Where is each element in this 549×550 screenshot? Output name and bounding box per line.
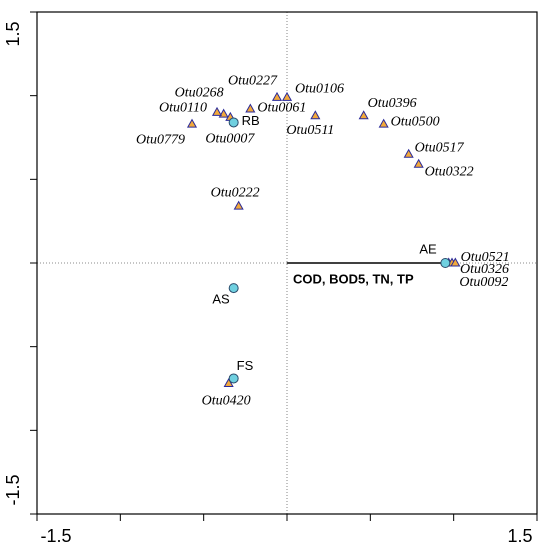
site-marker (228, 117, 239, 128)
otu-marker (310, 110, 321, 120)
otu-label: Otu0268 (175, 85, 224, 100)
otu-label: Otu0007 (205, 132, 255, 147)
otu-label: Otu0106 (295, 82, 344, 97)
otu-label: Otu0326 (460, 262, 509, 277)
x-tick-label: -1.5 (40, 526, 71, 546)
otu-marker (403, 148, 414, 158)
otu-label: Otu0396 (368, 96, 417, 111)
otu-label: Otu0420 (202, 394, 251, 409)
otu-marker (378, 118, 389, 128)
otu-label: Otu0521 (461, 250, 510, 265)
site-label: AS (212, 292, 230, 307)
vector-label: COD, BOD5, TN, TP (293, 271, 414, 286)
otu-marker (211, 106, 223, 116)
otu-marker (450, 257, 461, 267)
otu-marker (218, 108, 229, 118)
otu-marker (413, 158, 424, 168)
y-tick-label: -1.5 (3, 474, 23, 505)
otu-marker (271, 91, 283, 101)
site-label: FS (237, 358, 254, 373)
site-marker (228, 283, 239, 294)
otu-label: Otu0110 (159, 101, 207, 116)
otu-label: Otu0092 (459, 275, 508, 290)
otu-label: Otu0517 (415, 140, 465, 155)
site-label: AE (419, 241, 437, 256)
otu-label: Otu0222 (211, 185, 260, 200)
otu-label: Otu0500 (391, 114, 440, 129)
otu-marker (223, 377, 234, 387)
otu-marker (233, 200, 244, 210)
otu-marker (281, 91, 293, 101)
site-label: RB (242, 113, 260, 128)
site-marker (440, 258, 451, 268)
site-marker (228, 373, 239, 384)
otu-label: Otu0511 (286, 123, 334, 138)
x-tick-label: 1.5 (507, 526, 532, 546)
y-tick-label: 1.5 (3, 21, 23, 46)
otu-label: Otu0779 (136, 132, 185, 147)
otu-marker (358, 110, 369, 120)
otu-marker (245, 103, 256, 113)
otu-marker (186, 118, 198, 128)
otu-label: Otu0061 (257, 100, 306, 115)
otu-label: Otu0322 (425, 164, 474, 179)
otu-label: Otu0227 (228, 74, 278, 89)
